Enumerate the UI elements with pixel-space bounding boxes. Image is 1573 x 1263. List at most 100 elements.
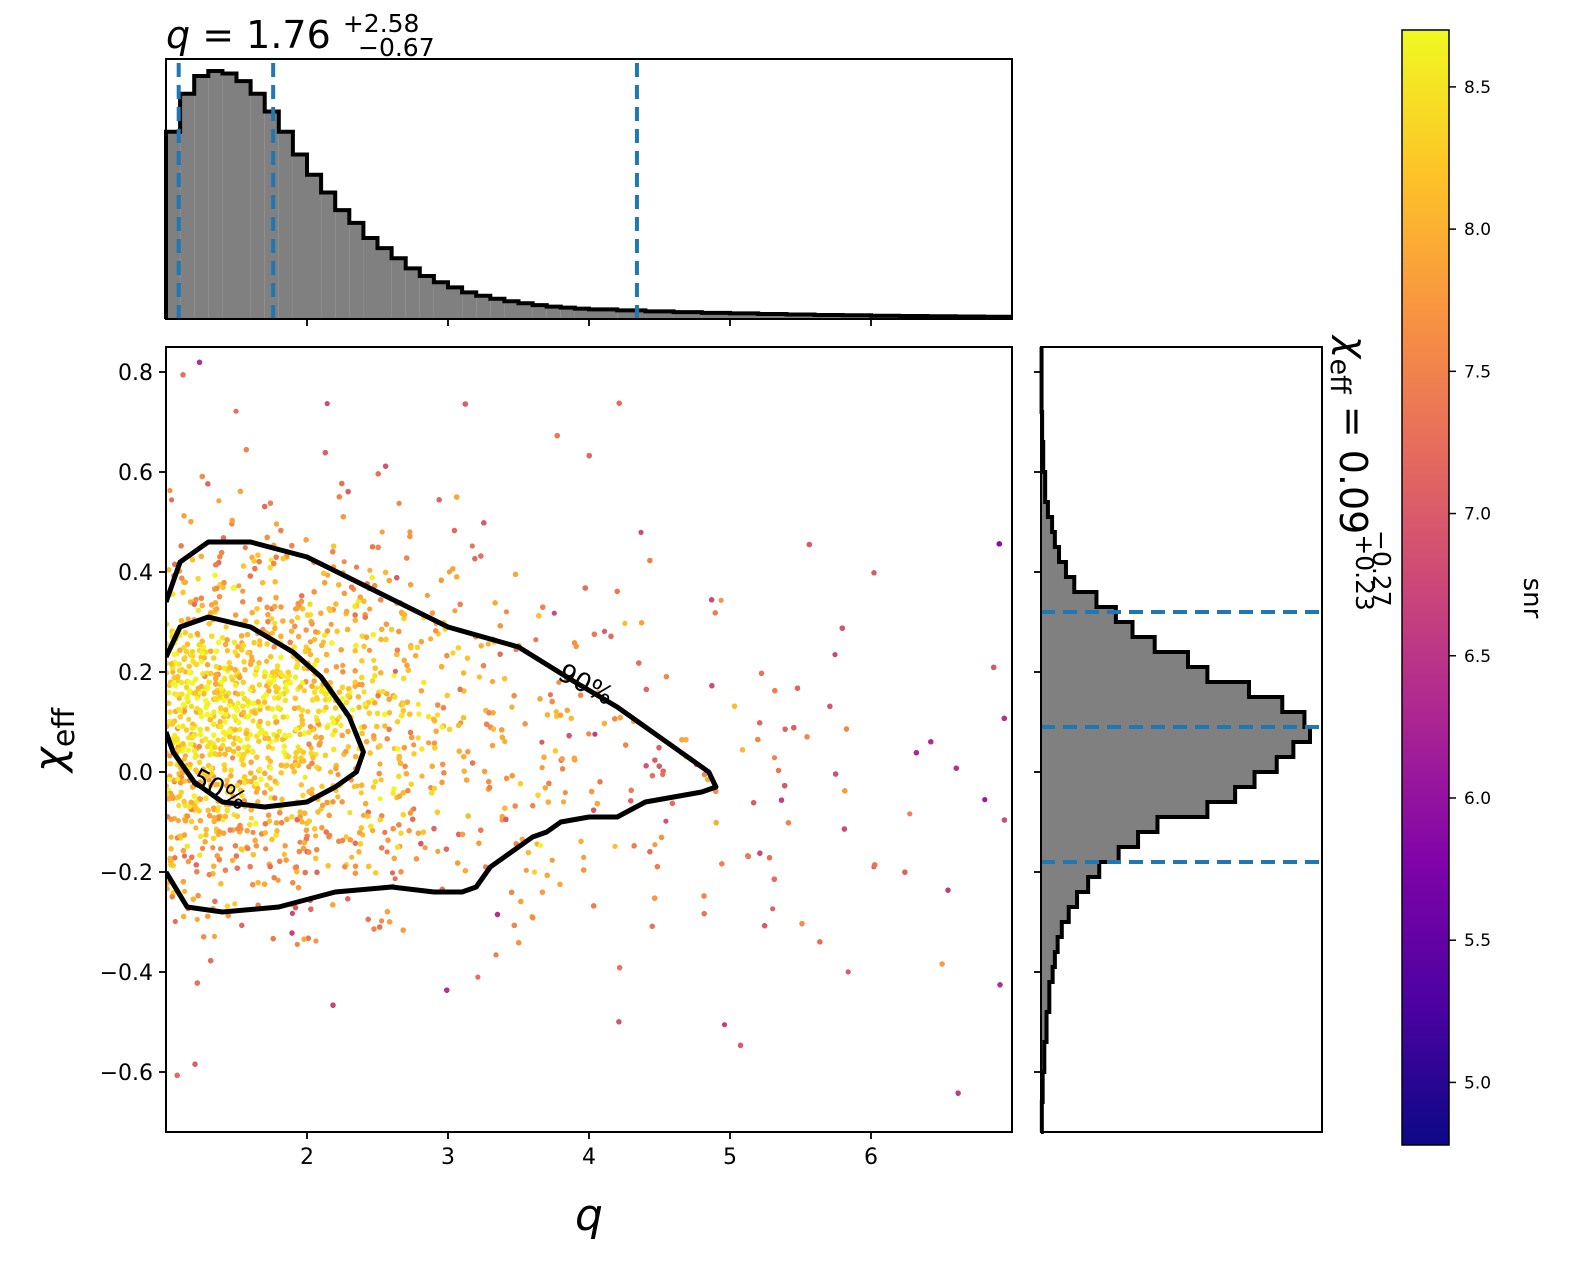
scatter-point <box>502 738 508 745</box>
scatter-point <box>284 714 290 720</box>
scatter-point <box>549 857 555 863</box>
histogram-bar <box>645 311 674 319</box>
histogram-bar <box>589 309 618 319</box>
scatter-point <box>232 901 238 907</box>
scatter-point <box>176 695 182 701</box>
scatter-point <box>718 597 724 603</box>
scatter-point <box>407 529 413 535</box>
scatter-point <box>426 740 432 746</box>
scatter-point <box>301 688 307 694</box>
scatter-point <box>244 748 251 754</box>
scatter-point <box>350 707 356 713</box>
histogram-bar <box>321 192 336 319</box>
scatter-point <box>167 487 173 494</box>
scatter-point <box>239 690 245 697</box>
scatter-point <box>343 834 349 840</box>
scatter-point <box>562 790 568 796</box>
histogram-bar <box>349 222 364 319</box>
scatter-point <box>663 818 669 824</box>
scatter-point <box>328 621 334 627</box>
scatter-point <box>216 498 222 504</box>
scatter-point <box>556 679 562 685</box>
scatter-point <box>339 696 345 702</box>
scatter-point <box>240 588 246 594</box>
scatter-point <box>210 845 216 851</box>
scatter-point <box>523 867 529 873</box>
scatter-point <box>622 620 628 627</box>
scatter-point <box>450 650 456 656</box>
scatter-point <box>188 703 195 710</box>
scatter-point <box>411 742 417 748</box>
scatter-point <box>560 799 567 805</box>
scatter-point <box>424 592 430 599</box>
scatter-point <box>298 713 304 719</box>
scatter-point <box>313 938 319 944</box>
histogram-bar <box>504 301 519 319</box>
scatter-point <box>533 637 539 643</box>
scatter-point <box>691 293 696 298</box>
histogram-bar <box>701 312 730 319</box>
scatter-point <box>347 810 353 816</box>
histogram-bar <box>560 307 575 319</box>
scatter-point <box>230 755 236 761</box>
scatter-point <box>268 765 274 771</box>
scatter-point <box>353 564 360 570</box>
scatter-point <box>272 620 278 627</box>
scatter-point <box>638 529 644 536</box>
scatter-point <box>172 918 178 925</box>
scatter-point <box>242 545 248 551</box>
scatter-point <box>378 777 384 783</box>
scatter-point <box>385 1143 390 1148</box>
histogram-bar <box>292 154 307 319</box>
scatter-point <box>691 293 696 298</box>
scatter-point <box>392 668 398 674</box>
scatter-point <box>407 810 413 816</box>
scatter-point <box>181 756 187 762</box>
scatter-point <box>289 618 295 625</box>
scatter-point <box>302 774 308 780</box>
scatter-point <box>371 657 377 663</box>
histogram-bar <box>222 73 237 319</box>
scatter-point <box>264 782 270 788</box>
scatter-point <box>314 685 320 691</box>
scatter-point <box>275 877 281 883</box>
scatter-point <box>358 790 364 796</box>
scatter-point <box>531 869 538 875</box>
histogram-bar <box>490 298 505 319</box>
scatter-point <box>360 812 367 818</box>
scatter-point <box>269 616 275 622</box>
scatter-point <box>547 692 554 698</box>
scatter-point <box>185 616 191 622</box>
scatter-point <box>217 709 224 715</box>
scatter-point <box>771 755 778 761</box>
scatter-point <box>328 769 334 775</box>
scatter-point <box>257 638 263 644</box>
histogram-bar <box>448 287 463 319</box>
scatter-point <box>293 755 299 761</box>
scatter-point <box>581 854 587 861</box>
histogram-bar <box>208 71 223 319</box>
scatter-point <box>215 737 221 743</box>
histogram-bar <box>786 314 815 319</box>
scatter-point <box>294 941 300 948</box>
scatter-point <box>170 669 176 675</box>
scatter-point <box>485 641 491 647</box>
top-histogram-ticks <box>306 319 872 326</box>
histogram-outline <box>164 69 1012 319</box>
scatter-point <box>601 628 608 635</box>
scatter-point <box>503 609 509 615</box>
scatter-point <box>289 910 295 917</box>
scatter-point <box>493 952 499 958</box>
scatter-point <box>419 773 425 779</box>
scatter-point <box>263 846 269 852</box>
top-histogram-bars <box>164 63 1012 320</box>
scatter-point <box>384 849 390 855</box>
histogram-bar <box>264 111 279 319</box>
scatter-point <box>385 1143 390 1148</box>
scatter-point <box>305 708 311 715</box>
histogram-bar <box>166 131 181 319</box>
histogram-bar <box>532 305 547 319</box>
scatter-point <box>452 608 458 614</box>
scatter-point <box>415 735 421 741</box>
